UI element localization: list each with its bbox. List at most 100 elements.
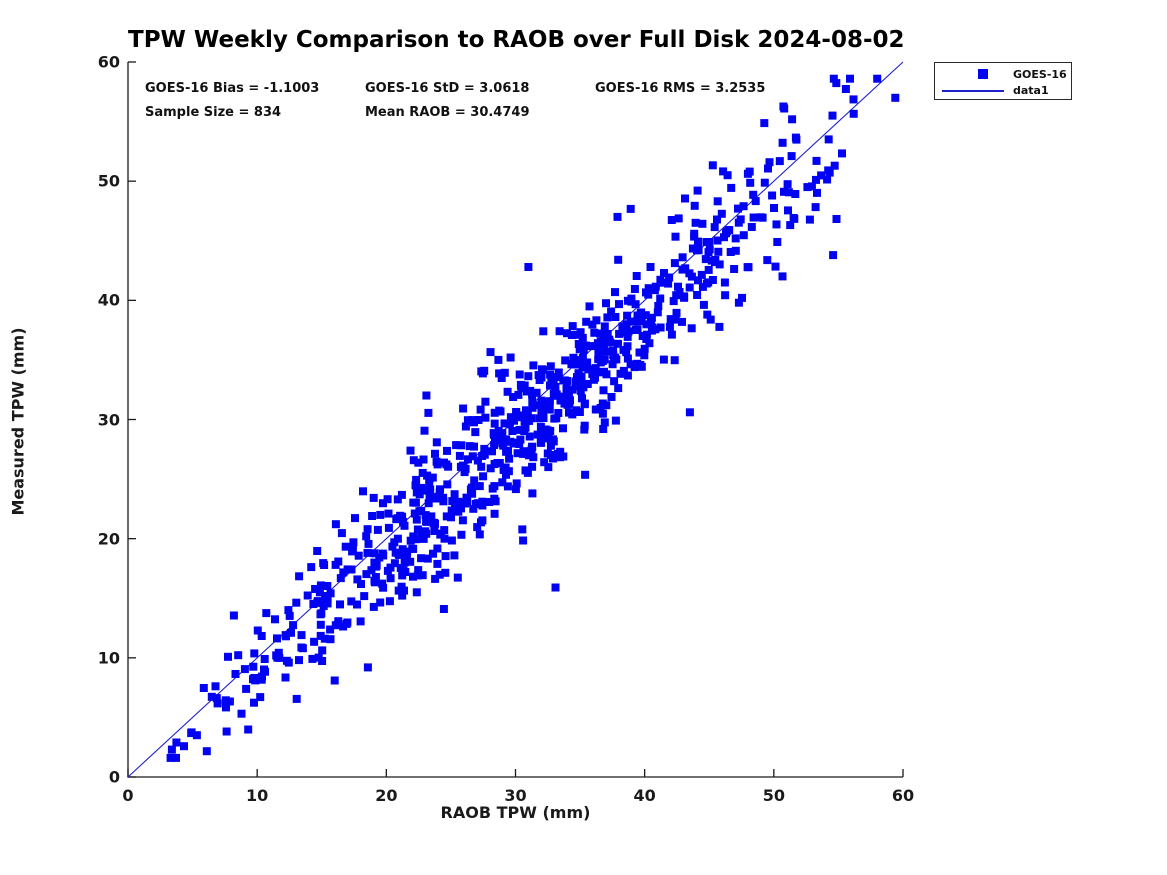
data-point-marker	[578, 394, 586, 403]
data-point-marker	[659, 355, 668, 364]
data-point-marker	[402, 552, 411, 561]
data-point-marker	[475, 530, 484, 539]
data-point-marker	[719, 167, 728, 176]
data-point-marker	[317, 609, 326, 618]
data-point-marker	[849, 109, 858, 118]
data-point-marker	[618, 322, 627, 331]
x-tick-label: 30	[504, 786, 527, 805]
data-point-marker	[734, 204, 742, 213]
data-point-marker	[422, 529, 431, 538]
data-point-marker	[560, 376, 569, 385]
data-point-marker	[506, 413, 515, 422]
data-point-marker	[511, 485, 520, 494]
data-point-marker	[694, 237, 702, 246]
data-point-marker	[600, 322, 609, 331]
data-point-marker	[589, 375, 598, 384]
data-point-marker	[474, 416, 483, 424]
data-point-marker	[199, 684, 208, 692]
data-point-marker	[453, 573, 462, 582]
data-point-marker	[202, 747, 211, 756]
legend-line-swatch	[942, 90, 1004, 92]
data-point-marker	[807, 182, 816, 191]
data-point-marker	[369, 602, 378, 611]
x-tick-label: 60	[891, 786, 915, 805]
data-point-marker	[582, 380, 591, 388]
data-point-marker	[599, 425, 608, 433]
data-point-marker	[749, 213, 758, 222]
data-point-marker	[623, 332, 632, 341]
data-point-marker	[476, 405, 485, 414]
data-point-marker	[318, 646, 327, 655]
x-tick-label: 20	[375, 786, 398, 805]
data-point-marker	[311, 585, 320, 593]
data-point-marker	[642, 330, 651, 339]
data-point-marker	[440, 534, 449, 543]
data-point-marker	[326, 635, 335, 644]
data-point-marker	[348, 547, 357, 556]
data-point-marker	[765, 158, 774, 167]
data-point-marker	[362, 570, 371, 579]
data-point-marker	[543, 400, 552, 409]
y-tick-label: 60	[97, 52, 120, 72]
data-point-marker	[491, 436, 499, 445]
data-point-marker	[545, 405, 554, 414]
data-point-marker	[786, 221, 795, 230]
data-point-marker	[787, 152, 796, 161]
data-point-marker	[502, 470, 510, 479]
data-point-marker	[791, 133, 800, 142]
data-point-marker	[642, 335, 651, 343]
data-point-marker	[706, 315, 715, 324]
data-point-marker	[567, 360, 576, 369]
data-point-marker	[459, 404, 468, 413]
data-point-marker	[422, 517, 431, 526]
data-point-marker	[284, 606, 293, 615]
data-point-marker	[289, 621, 298, 630]
stat-bias: GOES-16 Bias = -1.1003	[145, 81, 320, 96]
data-point-marker	[549, 435, 557, 444]
data-point-marker	[563, 329, 571, 338]
data-point-marker	[518, 525, 527, 534]
data-point-marker	[746, 178, 755, 187]
data-point-marker	[316, 631, 325, 640]
data-point-marker	[693, 291, 702, 299]
data-point-marker	[369, 493, 378, 502]
data-point-marker	[760, 178, 769, 187]
data-point-marker	[558, 392, 567, 401]
data-point-marker	[578, 363, 587, 372]
data-point-marker	[481, 413, 490, 422]
data-point-marker	[611, 416, 620, 425]
data-point-marker	[180, 742, 188, 751]
data-point-marker	[442, 512, 451, 521]
data-point-marker	[791, 190, 800, 198]
data-point-marker	[362, 532, 371, 541]
data-point-marker	[443, 446, 451, 455]
data-point-marker	[783, 180, 792, 189]
data-point-marker	[658, 278, 667, 287]
data-point-marker	[817, 171, 826, 180]
data-point-marker	[427, 512, 436, 521]
data-point-marker	[583, 358, 592, 367]
data-point-marker	[622, 320, 631, 329]
data-point-marker	[773, 238, 782, 246]
data-point-marker	[339, 622, 348, 631]
data-point-marker	[432, 494, 441, 503]
data-point-marker	[271, 615, 279, 624]
data-point-marker	[480, 444, 489, 453]
data-point-marker	[520, 381, 529, 390]
data-point-marker	[582, 341, 590, 350]
data-point-marker	[623, 311, 632, 320]
data-point-marker	[468, 416, 477, 425]
data-point-marker	[450, 551, 459, 560]
data-point-marker	[805, 215, 814, 224]
data-point-marker	[406, 557, 415, 566]
data-point-marker	[775, 157, 784, 166]
data-point-marker	[257, 632, 266, 640]
data-point-marker	[412, 475, 421, 484]
data-point-marker	[409, 498, 418, 507]
data-point-marker	[295, 656, 303, 665]
data-point-marker	[681, 194, 689, 203]
data-point-marker	[723, 171, 732, 180]
data-point-marker	[592, 316, 601, 325]
data-point-marker	[408, 544, 417, 553]
